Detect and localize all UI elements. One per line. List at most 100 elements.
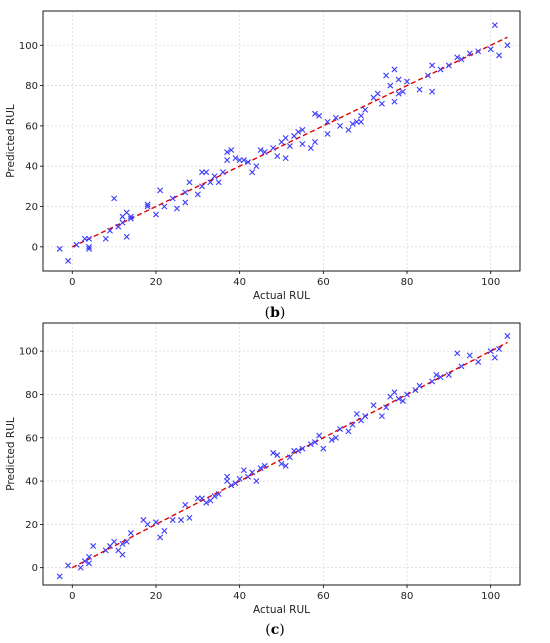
data-point: [56, 573, 63, 580]
data-point: [123, 233, 130, 240]
data-point: [56, 245, 63, 252]
data-point: [491, 22, 498, 29]
data-point: [349, 120, 356, 127]
data-point: [316, 112, 323, 119]
data-point: [77, 564, 84, 571]
data-point: [240, 157, 247, 164]
data-point: [203, 169, 210, 176]
data-point: [286, 143, 293, 150]
data-point: [374, 90, 381, 97]
data-point: [240, 467, 247, 474]
data-point: [345, 126, 352, 133]
data-point: [399, 88, 406, 95]
data-point: [466, 50, 473, 57]
x-tick-label: 0: [69, 277, 75, 288]
data-point: [224, 149, 231, 156]
data-point: [445, 371, 452, 378]
data-point: [215, 491, 222, 498]
data-point: [65, 562, 72, 569]
data-point: [320, 445, 327, 452]
data-point: [383, 72, 390, 79]
data-point: [299, 141, 306, 148]
data-point: [270, 449, 277, 456]
data-point: [395, 90, 402, 97]
data-point: [169, 195, 176, 202]
data-point: [391, 98, 398, 105]
data-point: [458, 363, 465, 370]
data-point: [182, 199, 189, 206]
data-point: [249, 169, 256, 176]
panel-caption-b: (b): [265, 305, 286, 321]
data-point: [311, 139, 318, 145]
data-point: [86, 553, 93, 560]
data-point: [404, 78, 411, 85]
data-point: [324, 130, 331, 137]
data-point: [391, 66, 398, 73]
data-point: [203, 499, 210, 506]
data-point: [144, 521, 151, 528]
data-point: [307, 145, 314, 152]
data-point: [119, 540, 126, 547]
data-point: [274, 153, 281, 160]
data-point: [270, 145, 277, 152]
data-point: [337, 426, 344, 433]
caption-open-paren-c: (: [265, 622, 270, 638]
y-tick-label: 20: [25, 202, 38, 213]
y-tick-label: 100: [19, 41, 38, 52]
data-point: [475, 358, 482, 365]
data-point: [454, 350, 461, 357]
caption-letter-c: c: [271, 622, 280, 638]
data-point: [337, 122, 344, 129]
caption-open-paren-b: (: [265, 305, 270, 321]
data-point: [127, 530, 134, 537]
x-tick-label: 20: [150, 591, 163, 602]
y-tick-label: 60: [25, 121, 38, 132]
y-tick-label: 80: [25, 390, 38, 401]
y-tick-label: 40: [25, 162, 38, 173]
data-point: [362, 106, 369, 113]
data-point: [332, 114, 339, 121]
data-point: [282, 155, 289, 162]
data-point: [144, 201, 151, 208]
data-point: [437, 374, 444, 381]
data-point: [496, 345, 503, 352]
data-point: [211, 493, 218, 500]
scatter-points-b: [56, 22, 511, 264]
data-point: [458, 56, 465, 63]
data-point: [173, 205, 180, 212]
reference-line-c: [71, 341, 508, 569]
data-point: [257, 147, 264, 154]
data-point: [445, 62, 452, 69]
reference-line-b: [71, 36, 508, 248]
data-point: [224, 157, 231, 164]
data-point: [487, 348, 494, 355]
grid-lines-c: [43, 323, 520, 585]
data-point: [433, 371, 440, 378]
data-point: [232, 155, 239, 162]
x-tick-label: 0: [69, 591, 75, 602]
data-point: [65, 257, 72, 264]
data-point: [102, 235, 109, 242]
data-point: [199, 183, 205, 190]
data-point: [437, 66, 444, 73]
data-point: [278, 460, 285, 467]
data-point: [399, 397, 406, 404]
data-point: [487, 46, 494, 53]
data-point: [286, 454, 293, 461]
data-point: [295, 447, 302, 454]
y-tick-label: 20: [25, 520, 38, 531]
data-point: [282, 462, 289, 469]
data-point: [207, 179, 214, 186]
x-tick-label: 40: [233, 277, 246, 288]
data-point: [161, 203, 168, 210]
data-point: [119, 219, 126, 226]
chart-panel-c: 0 20 40 60 80 100 0 20 40 60 80 100 Actual RUL Pred…: [5, 322, 521, 638]
data-point: [328, 436, 335, 443]
data-point: [186, 179, 193, 186]
x-tick-label: 60: [317, 277, 330, 288]
data-point: [257, 465, 264, 472]
y-tick-label: 40: [25, 477, 38, 488]
data-point: [429, 88, 436, 95]
data-point: [261, 462, 268, 469]
